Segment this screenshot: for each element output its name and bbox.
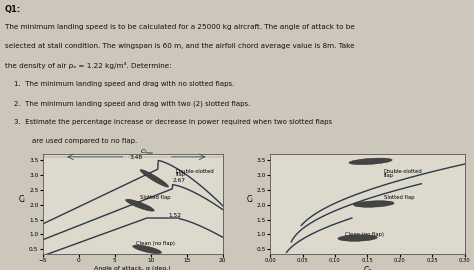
Ellipse shape [126, 199, 154, 211]
Text: 1.  The minimum landing speed and drag with no slotted flaps.: 1. The minimum landing speed and drag wi… [14, 81, 235, 87]
Text: Clean (no flap): Clean (no flap) [345, 232, 383, 237]
Y-axis label: Cₗ: Cₗ [246, 195, 253, 204]
Text: are used compared to no flap.: are used compared to no flap. [14, 138, 137, 144]
Text: 2.67: 2.67 [173, 178, 185, 183]
Ellipse shape [349, 158, 392, 165]
Text: 3.  Estimate the percentage increase or decrease in power required when two slot: 3. Estimate the percentage increase or d… [14, 119, 332, 125]
Text: The minimum landing speed is to be calculated for a 25000 kg aircraft. The angle: The minimum landing speed is to be calcu… [5, 24, 355, 30]
Text: flap: flap [176, 172, 186, 177]
Text: 1.52: 1.52 [169, 213, 182, 218]
Text: Double-slotted: Double-slotted [176, 169, 215, 174]
Ellipse shape [140, 170, 169, 187]
X-axis label: C₂: C₂ [363, 266, 372, 270]
Y-axis label: Cₗ: Cₗ [19, 195, 26, 204]
Text: $C_{l_{max}}$: $C_{l_{max}}$ [140, 147, 154, 157]
Ellipse shape [338, 235, 377, 241]
Text: Slotted flap: Slotted flap [140, 195, 171, 200]
Text: Q1:: Q1: [5, 5, 21, 14]
Text: flap: flap [383, 173, 393, 178]
X-axis label: Angle of attack, α (deg.): Angle of attack, α (deg.) [94, 266, 171, 270]
Text: 2.  The minimum landing speed and drag with two (2) slotted flaps.: 2. The minimum landing speed and drag wi… [14, 100, 250, 107]
Text: Double-slotted: Double-slotted [383, 169, 422, 174]
Text: 3.48: 3.48 [130, 155, 143, 160]
Ellipse shape [354, 201, 394, 207]
Text: the density of air ρₐ = 1.22 kg/m³. Determine:: the density of air ρₐ = 1.22 kg/m³. Dete… [5, 62, 172, 69]
Text: Clean (no flap): Clean (no flap) [137, 241, 175, 246]
Ellipse shape [133, 245, 162, 254]
Text: Slotted flap: Slotted flap [383, 195, 414, 200]
Text: selected at stall condition. The wingspan is 60 m, and the airfoil chord average: selected at stall condition. The wingspa… [5, 43, 355, 49]
